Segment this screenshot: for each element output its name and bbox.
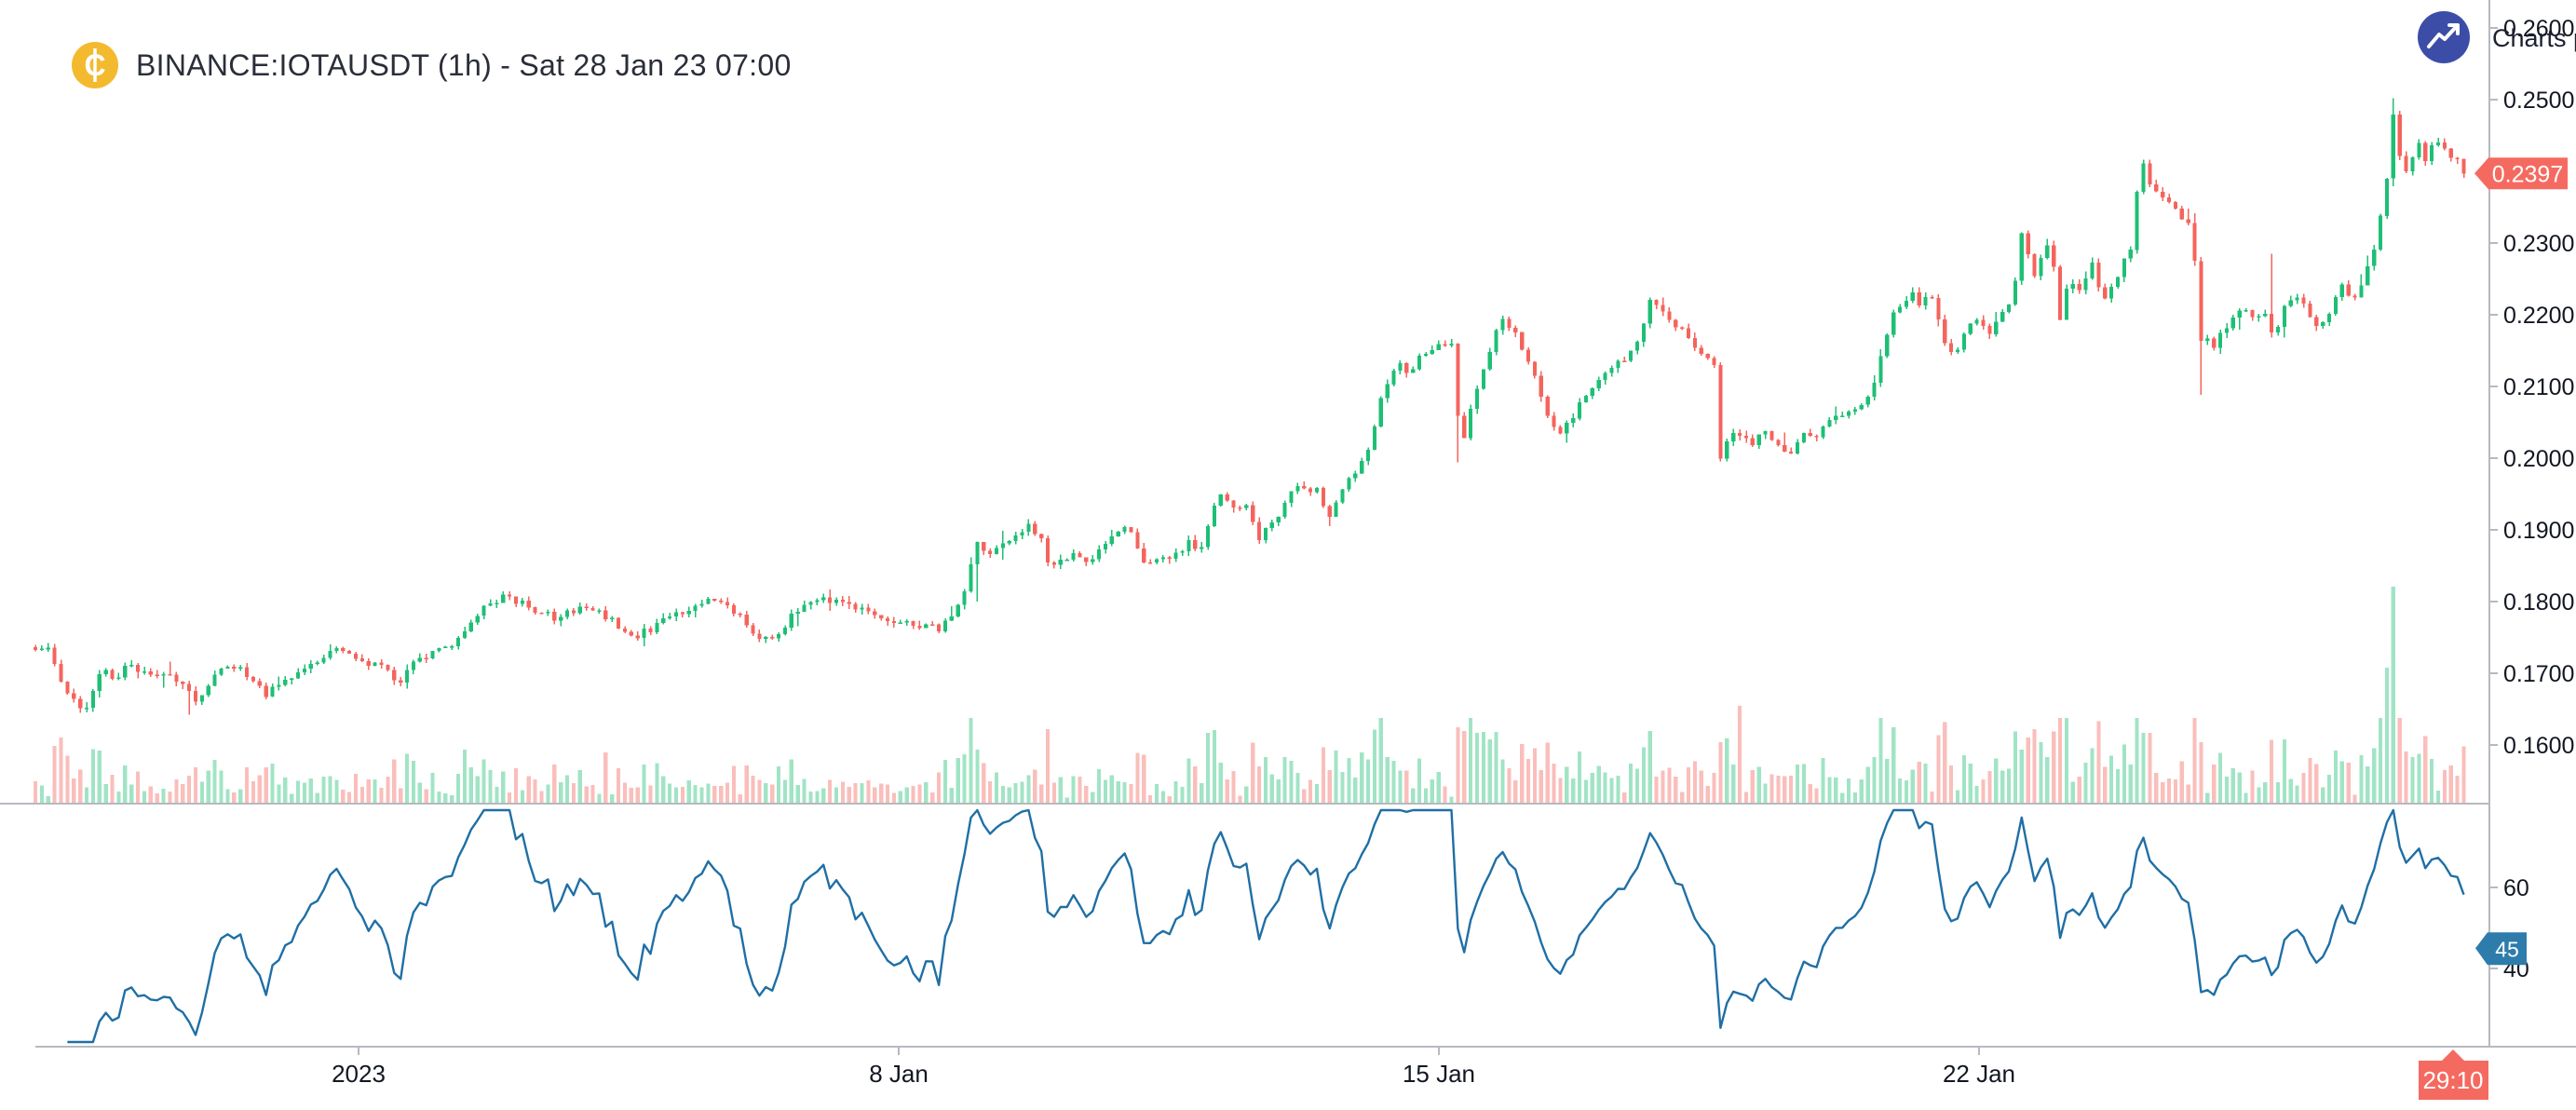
- candle-wicks-up: [41, 98, 2439, 712]
- axis-labels-layer: 0.2600 0.2500 0.2300 0.2200 0.2100 0.2000 0.19…: [332, 16, 2574, 1088]
- time-tick-label: 8 Jan: [869, 1060, 929, 1088]
- coin-glyph: C: [84, 48, 105, 82]
- time-tick-label: 2023: [332, 1060, 386, 1088]
- rsi-value-badge: [2475, 932, 2527, 966]
- price-tick-label: 0.1800: [2503, 589, 2574, 616]
- candles-layer: [33, 98, 2466, 715]
- volume-layer: [33, 587, 2466, 804]
- symbol-title: BINANCE:IOTAUSDT (1h) - Sat 28 Jan 23 07…: [136, 47, 792, 82]
- price-tick-label: 0.2100: [2503, 374, 2574, 400]
- rsi-value-badge-text: 45: [2495, 937, 2519, 961]
- last-price-badge-text: 0.2397: [2492, 161, 2563, 187]
- rsi-tick-label: 60: [2503, 875, 2529, 901]
- axes-layer: [0, 0, 2576, 1055]
- time-tick-label: 15 Jan: [1403, 1060, 1475, 1088]
- badges-layer: 0.2397 45 29:10: [2419, 157, 2568, 1100]
- time-tick-label: 22 Jan: [1943, 1060, 2015, 1088]
- volume-bars-down: [33, 706, 2466, 804]
- countdown-badge-text: 29:10: [2422, 1066, 2483, 1094]
- candle-bodies-down: [33, 115, 2466, 709]
- candle-wicks-down: [34, 110, 2465, 715]
- price-tick-label: 0.2000: [2503, 446, 2574, 472]
- last-price-badge: [2474, 157, 2568, 190]
- price-tick-label: 0.2600: [2503, 16, 2574, 42]
- coin-icon: C: [71, 41, 119, 89]
- price-tick-label: 0.2500: [2503, 88, 2574, 114]
- rsi-indicator-layer: [67, 808, 2465, 1044]
- price-tick-label: 0.1900: [2503, 518, 2574, 544]
- price-tick-label: 0.1600: [2503, 733, 2574, 759]
- price-tick-label: 0.2200: [2503, 303, 2574, 329]
- watermark-text: Charts p: [2492, 24, 2576, 52]
- candle-bodies-up: [39, 115, 2441, 710]
- price-tick-label: 0.2300: [2503, 231, 2574, 257]
- countdown-badge: [2419, 1049, 2488, 1100]
- chart-header: C BINANCE:IOTAUSDT (1h) - Sat 28 Jan 23 …: [71, 41, 792, 89]
- chart-provider-watermark: [2414, 7, 2474, 67]
- trend-up-icon: [2418, 11, 2470, 63]
- price-tick-label: 0.1700: [2503, 661, 2574, 687]
- volume-bars-up: [39, 587, 2441, 804]
- rsi-line: [67, 808, 2465, 1044]
